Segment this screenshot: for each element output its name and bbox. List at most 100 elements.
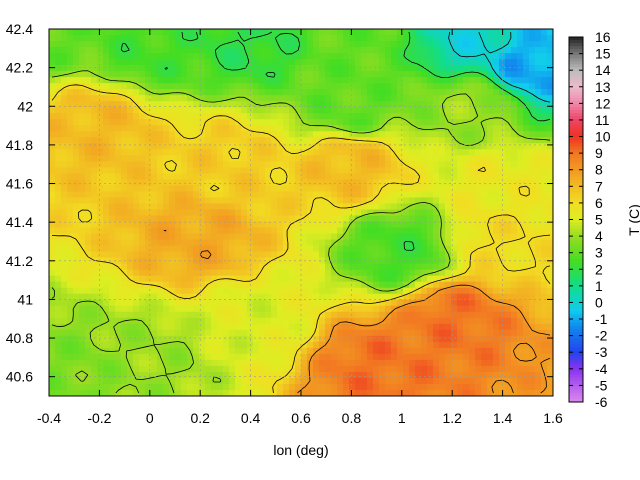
field-cell bbox=[337, 29, 344, 36]
field-cell bbox=[145, 113, 152, 120]
field-cell bbox=[97, 191, 104, 199]
field-cell bbox=[541, 185, 548, 193]
field-cell bbox=[481, 101, 488, 108]
field-cell bbox=[79, 143, 86, 150]
field-cell bbox=[91, 59, 98, 66]
field-cell bbox=[325, 137, 332, 144]
field-cell bbox=[373, 263, 380, 271]
field-cell bbox=[109, 335, 116, 343]
field-cell bbox=[97, 113, 104, 120]
field-cell bbox=[355, 131, 362, 138]
field-cell bbox=[541, 89, 548, 96]
field-cell bbox=[331, 233, 338, 241]
field-cell bbox=[295, 305, 302, 313]
field-cell bbox=[205, 161, 212, 168]
field-cell bbox=[73, 353, 80, 361]
field-cell bbox=[133, 233, 140, 241]
field-cell bbox=[427, 149, 434, 156]
field-cell bbox=[133, 71, 140, 78]
field-cell bbox=[343, 131, 350, 138]
field-cell bbox=[511, 335, 518, 343]
field-cell bbox=[361, 365, 368, 373]
field-cell bbox=[367, 131, 374, 138]
field-cell bbox=[217, 89, 224, 96]
field-cell bbox=[193, 281, 200, 289]
field-cell bbox=[109, 293, 116, 301]
field-cell bbox=[535, 317, 542, 325]
field-cell bbox=[217, 191, 224, 199]
field-cell bbox=[439, 95, 446, 102]
field-cell bbox=[529, 263, 536, 271]
field-cell bbox=[241, 35, 248, 42]
field-cell bbox=[481, 191, 488, 199]
field-cell bbox=[283, 305, 290, 313]
field-cell bbox=[205, 305, 212, 313]
field-cell bbox=[253, 107, 260, 114]
field-cell bbox=[349, 377, 356, 385]
field-cell bbox=[115, 197, 122, 205]
field-cell bbox=[307, 191, 314, 199]
field-cell bbox=[103, 251, 110, 259]
field-cell bbox=[439, 41, 446, 48]
field-cell bbox=[541, 143, 548, 150]
field-cell bbox=[181, 41, 188, 48]
field-cell bbox=[67, 317, 74, 325]
field-cell bbox=[319, 71, 326, 78]
field-cell bbox=[385, 365, 392, 373]
field-cell bbox=[397, 125, 404, 132]
field-cell bbox=[523, 203, 530, 211]
field-cell bbox=[241, 185, 248, 193]
field-cell bbox=[433, 269, 440, 277]
field-cell bbox=[319, 83, 326, 90]
field-cell bbox=[319, 119, 326, 126]
field-cell bbox=[385, 371, 392, 379]
field-cell bbox=[511, 71, 518, 78]
field-cell bbox=[151, 155, 158, 162]
field-cell bbox=[97, 161, 104, 168]
field-cell bbox=[265, 257, 272, 265]
field-cell bbox=[325, 341, 332, 349]
field-cell bbox=[355, 71, 362, 78]
field-cell bbox=[379, 29, 386, 36]
field-cell bbox=[85, 215, 92, 223]
field-cell bbox=[199, 263, 206, 271]
field-cell bbox=[271, 311, 278, 319]
field-cell bbox=[307, 35, 314, 42]
field-cell bbox=[493, 197, 500, 205]
field-cell bbox=[439, 293, 446, 301]
field-cell bbox=[259, 269, 266, 277]
field-cell bbox=[493, 263, 500, 271]
field-cell bbox=[367, 125, 374, 132]
field-cell bbox=[421, 299, 428, 307]
field-cell bbox=[187, 137, 194, 144]
field-cell bbox=[373, 179, 380, 187]
field-cell bbox=[487, 41, 494, 48]
field-cell bbox=[49, 341, 56, 349]
field-cell bbox=[85, 89, 92, 96]
field-cell bbox=[451, 161, 458, 168]
field-cell bbox=[205, 41, 212, 48]
field-cell bbox=[499, 245, 506, 253]
field-cell bbox=[229, 257, 236, 265]
field-cell bbox=[151, 299, 158, 307]
field-cell bbox=[433, 101, 440, 108]
field-cell bbox=[103, 191, 110, 199]
field-cell bbox=[367, 293, 374, 301]
field-cell bbox=[385, 167, 392, 174]
field-cell bbox=[193, 383, 200, 391]
field-cell bbox=[181, 329, 188, 337]
field-cell bbox=[523, 347, 530, 355]
field-cell bbox=[109, 263, 116, 271]
field-cell bbox=[415, 143, 422, 150]
field-cell bbox=[385, 59, 392, 66]
field-cell bbox=[67, 95, 74, 102]
field-cell bbox=[115, 101, 122, 108]
field-cell bbox=[295, 311, 302, 319]
field-cell bbox=[271, 149, 278, 156]
field-cell bbox=[211, 245, 218, 253]
field-cell bbox=[265, 83, 272, 90]
field-cell bbox=[493, 179, 500, 187]
field-cell bbox=[469, 359, 476, 367]
field-cell bbox=[493, 215, 500, 223]
field-cell bbox=[385, 101, 392, 108]
